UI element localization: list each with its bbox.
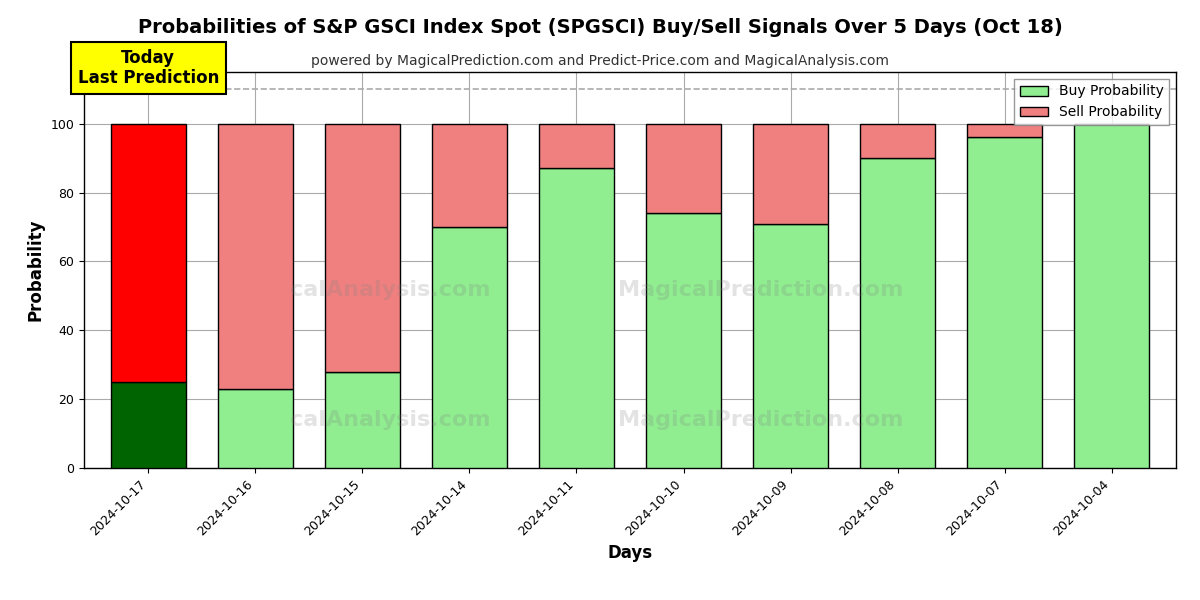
Text: powered by MagicalPrediction.com and Predict-Price.com and MagicalAnalysis.com: powered by MagicalPrediction.com and Pre…: [311, 54, 889, 68]
Text: MagicalPrediction.com: MagicalPrediction.com: [618, 280, 904, 300]
Bar: [218, 389, 293, 468]
Bar: [967, 124, 1042, 137]
Bar: [860, 124, 935, 158]
Bar: [432, 227, 506, 468]
Bar: [325, 124, 400, 371]
Bar: [754, 224, 828, 468]
Bar: [754, 124, 828, 224]
Bar: [1074, 124, 1150, 468]
Bar: [646, 213, 721, 468]
Bar: [110, 124, 186, 382]
Bar: [218, 124, 293, 389]
Bar: [967, 137, 1042, 468]
Bar: [432, 124, 506, 227]
X-axis label: Days: Days: [607, 544, 653, 562]
Legend: Buy Probability, Sell Probability: Buy Probability, Sell Probability: [1014, 79, 1169, 125]
Y-axis label: Probability: Probability: [26, 219, 44, 321]
Bar: [860, 158, 935, 468]
Text: MagicalPrediction.com: MagicalPrediction.com: [618, 410, 904, 430]
Bar: [110, 382, 186, 468]
Text: Today
Last Prediction: Today Last Prediction: [78, 49, 218, 88]
Text: Probabilities of S&P GSCI Index Spot (SPGSCI) Buy/Sell Signals Over 5 Days (Oct : Probabilities of S&P GSCI Index Spot (SP…: [138, 18, 1062, 37]
Bar: [539, 124, 614, 169]
Text: calAnalysis.com: calAnalysis.com: [289, 280, 490, 300]
Text: calAnalysis.com: calAnalysis.com: [289, 410, 490, 430]
Bar: [539, 169, 614, 468]
Bar: [646, 124, 721, 213]
Bar: [325, 371, 400, 468]
